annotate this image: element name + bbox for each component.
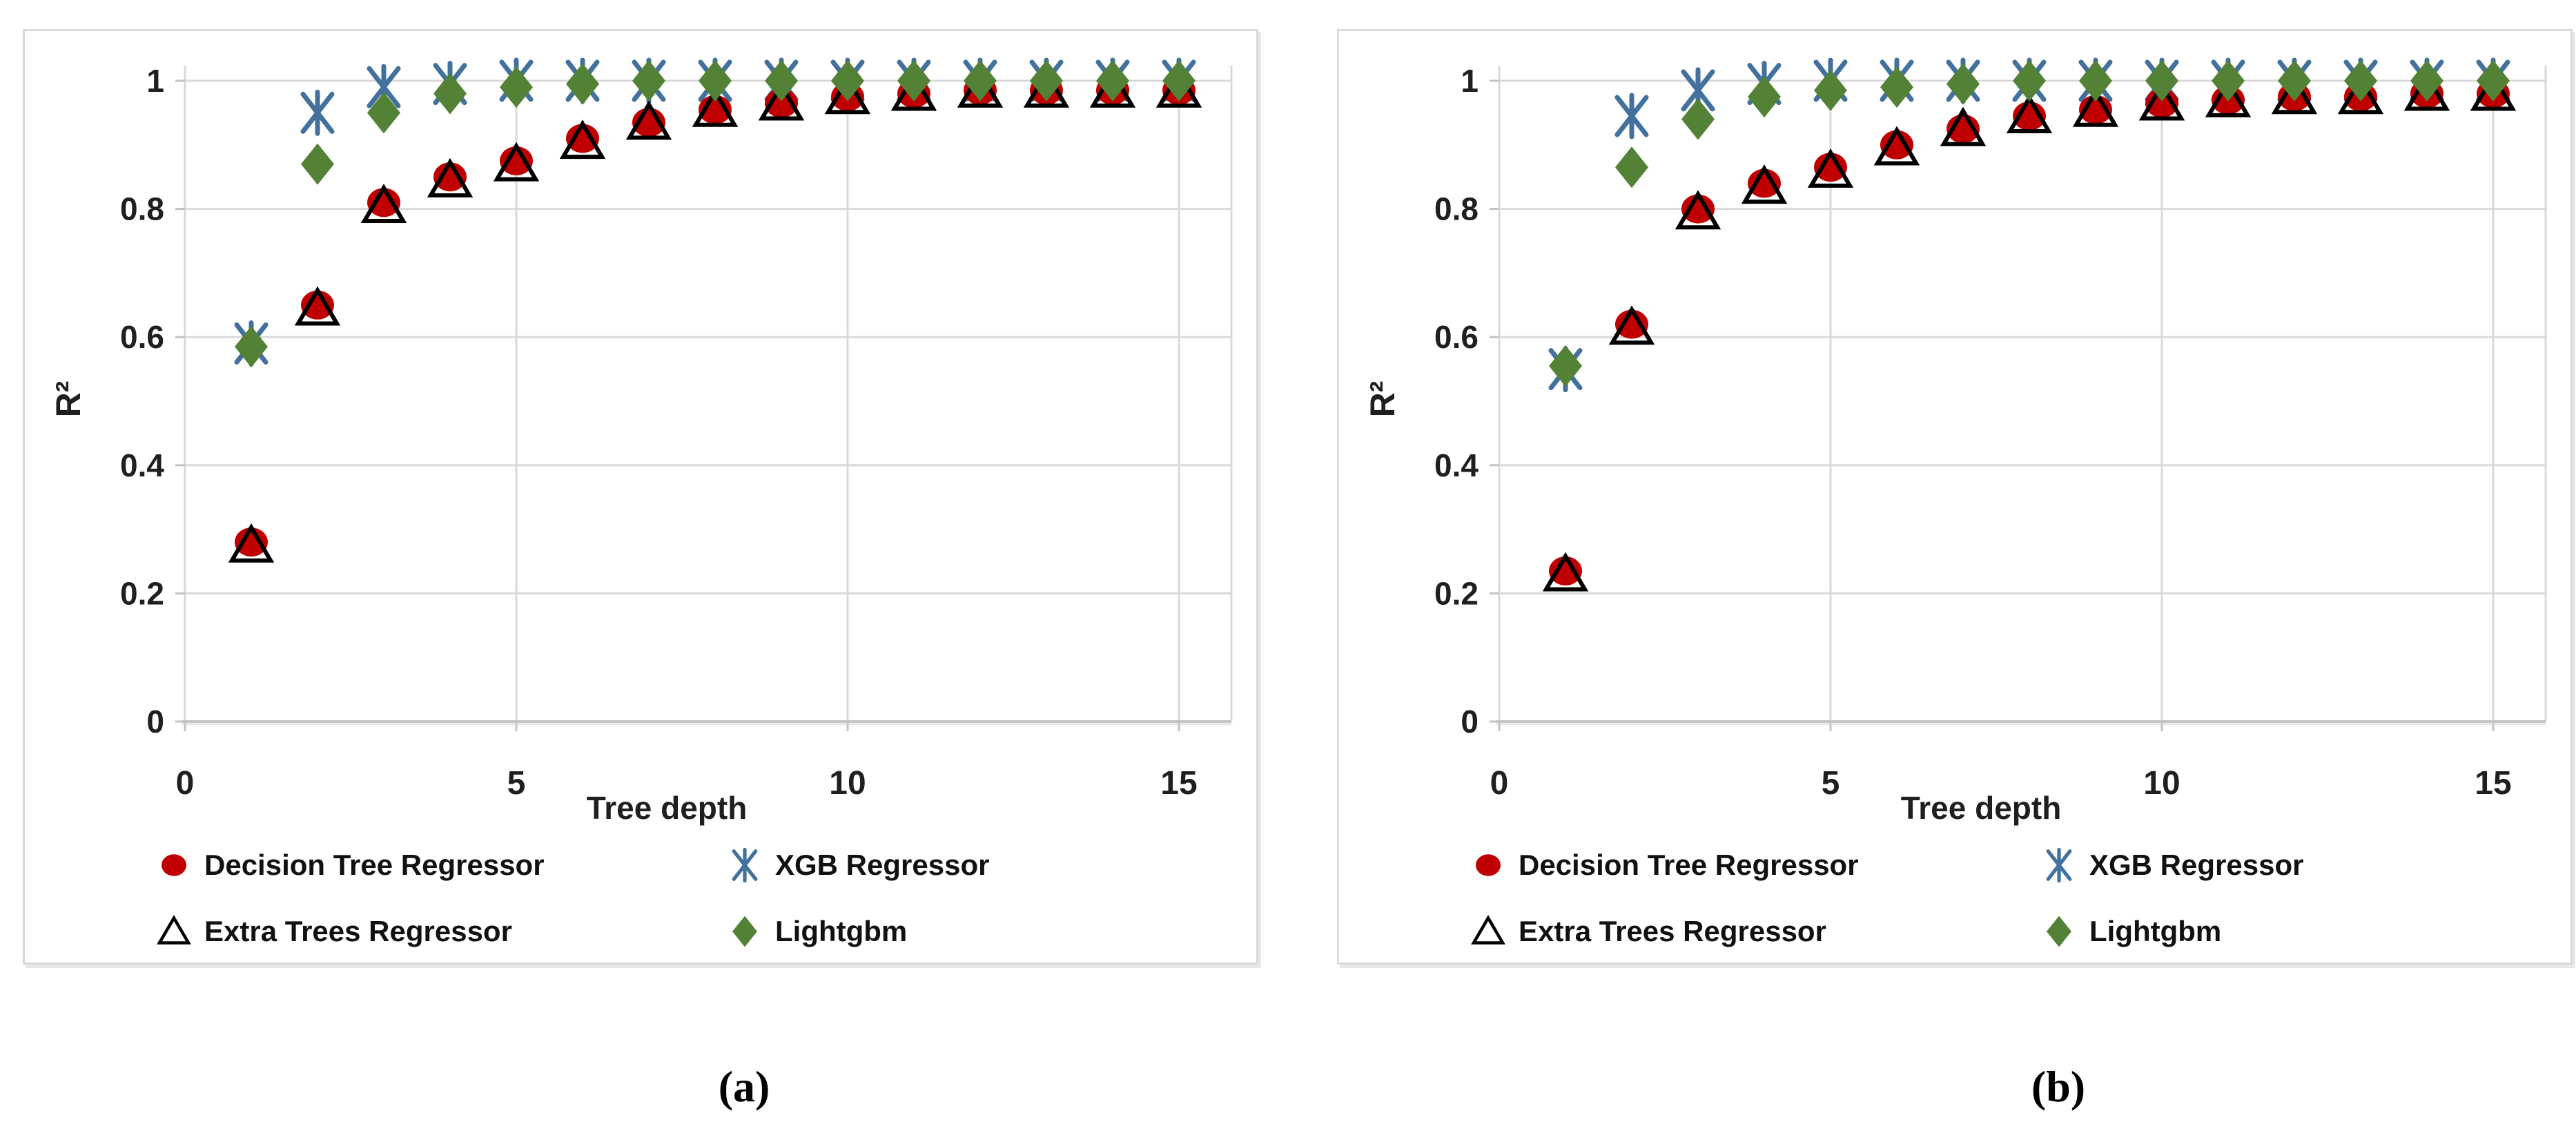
chart-b-box: 0 0.2 0.4 0.6 0.8 1 0 5 10 15 R² Tree depth Decis… [1337,29,2573,965]
caption-b: (b) [2031,1062,2086,1111]
x-axis-title: Tree depth [1900,790,2062,826]
legend-item-xgb: XGB Regressor [724,846,989,884]
chart-a-box: 0 0.2 0.4 0.6 0.8 1 0 5 10 15 R² Tree depth Decis… [23,29,1258,965]
legend-item-lightgbm: Lightgbm [2038,912,2303,951]
asterisk-marker-icon [732,847,758,883]
legend-item-extra-trees: Extra Trees Regressor [153,912,724,951]
svg-text:5: 5 [507,765,526,802]
svg-text:1: 1 [1461,63,1479,99]
svg-text:0: 0 [176,765,195,802]
svg-text:15: 15 [2475,765,2511,802]
triangle-marker-icon [157,915,191,945]
svg-text:10: 10 [2143,765,2180,802]
triangle-marker-icon [1471,915,1505,945]
legend-item-decision-tree: Decision Tree Regressor [153,846,724,884]
svg-text:0: 0 [146,704,164,740]
svg-text:0.2: 0.2 [1434,575,1479,611]
diamond-marker-icon [732,916,757,947]
caption-a: (a) [718,1062,770,1111]
svg-text:10: 10 [829,765,866,802]
svg-text:0.8: 0.8 [120,191,164,227]
diamond-marker-icon [2047,916,2071,947]
svg-text:0.2: 0.2 [120,575,164,611]
circle-marker-icon [1476,854,1501,876]
x-axis-title: Tree depth [586,790,748,826]
svg-text:1: 1 [146,63,164,99]
chart-a-wrapper: 0 0.2 0.4 0.6 0.8 1 0 5 10 15 R² Tree depth Decis… [23,29,1258,1131]
legend-label: Lightgbm [2089,915,2222,947]
svg-text:15: 15 [1160,765,1197,802]
svg-text:0.6: 0.6 [120,319,164,355]
chart-b-wrapper: 0 0.2 0.4 0.6 0.8 1 0 5 10 15 R² Tree depth Decis… [1337,29,2573,1131]
legend-label: Extra Trees Regressor [204,915,512,947]
legend-label: Decision Tree Regressor [1519,849,1859,881]
svg-text:0: 0 [1461,704,1479,740]
svg-text:5: 5 [1822,765,1840,802]
svg-text:0.4: 0.4 [120,447,164,483]
svg-text:0: 0 [1490,765,1509,802]
y-axis-title: R² [1363,380,1402,418]
svg-text:0.6: 0.6 [1434,319,1479,355]
chart-a-plot-area: 00.20.40.60.810 5 10 15 [120,57,1233,802]
legend-label: Extra Trees Regressor [1519,915,1826,947]
legend-label: XGB Regressor [2089,849,2304,881]
legend: Decision Tree Regressor XGB Regressor Ex… [153,846,989,951]
legend-label: Lightgbm [775,915,908,947]
legend-item-decision-tree: Decision Tree Regressor [1467,846,2038,884]
circle-marker-icon [162,854,186,876]
legend-label: XGB Regressor [775,849,990,881]
asterisk-marker-icon [2046,847,2072,883]
legend: Decision Tree Regressor XGB Regressor Ex… [1467,846,2303,951]
y-axis-title: R² [49,380,88,418]
legend-item-xgb: XGB Regressor [2038,846,2303,884]
legend-item-lightgbm: Lightgbm [724,912,989,951]
legend-label: Decision Tree Regressor [204,849,545,881]
svg-text:0.8: 0.8 [1434,191,1479,227]
svg-text:0.4: 0.4 [1434,447,1479,483]
chart-b-plot-area: 00.20.40.60.810 5 10 15 [1434,57,2547,802]
legend-item-extra-trees: Extra Trees Regressor [1467,912,2038,951]
